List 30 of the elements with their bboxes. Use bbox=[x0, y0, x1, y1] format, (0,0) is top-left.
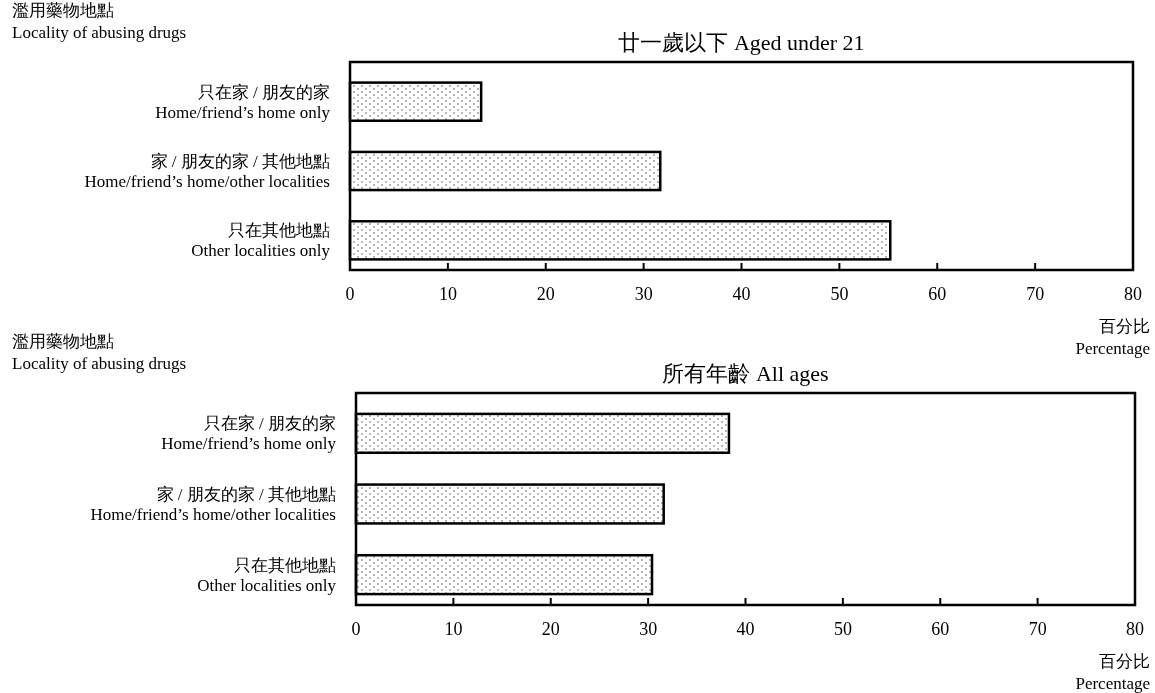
y-axis-title: 濫用藥物地點 Locality of abusing drugs bbox=[12, 332, 187, 373]
y-tick-label: 只在其他地點 Other localities only bbox=[191, 221, 331, 261]
x-tick-label: 10 bbox=[444, 619, 463, 639]
x-tick-label: 80 bbox=[1126, 619, 1144, 639]
y-tick-label: 只在其他地點 Other localities only bbox=[197, 555, 337, 595]
x-tick-label: 30 bbox=[634, 284, 653, 304]
x-tick-label: 60 bbox=[928, 284, 947, 304]
x-tick-label: 40 bbox=[736, 619, 755, 639]
x-tick-label: 40 bbox=[732, 284, 751, 304]
x-tick-label: 20 bbox=[541, 619, 560, 639]
chart-title: 廿一歲以下 Aged under 21 bbox=[618, 30, 865, 55]
x-tick-label: 0 bbox=[351, 619, 361, 639]
y-tick-label: 家 / 朋友的家 / 其他地點 Home/friend’s home/other localities bbox=[90, 485, 336, 524]
y-axis-title: 濫用藥物地點 Locality of abusing drugs bbox=[12, 1, 187, 42]
x-tick-label: 20 bbox=[536, 284, 555, 304]
y-tick-label: 只在家 / 朋友的家 Home/friend’s home only bbox=[155, 82, 331, 122]
x-tick-label: 80 bbox=[1124, 284, 1142, 304]
y-tick-label: 家 / 朋友的家 / 其他地點 Home/friend’s home/other localities bbox=[84, 152, 330, 191]
x-tick-label: 70 bbox=[1026, 284, 1045, 304]
x-tick-label: 50 bbox=[833, 619, 852, 639]
x-tick-label: 30 bbox=[639, 619, 658, 639]
x-tick-label: 10 bbox=[438, 284, 457, 304]
x-tick-label: 70 bbox=[1028, 619, 1047, 639]
chart-title: 所有年齡 All ages bbox=[662, 361, 829, 386]
x-tick-label: 0 bbox=[345, 284, 355, 304]
y-tick-label: 只在家 / 朋友的家 Home/friend’s home only bbox=[161, 414, 337, 454]
x-axis-title: 百分比 Percentage bbox=[1075, 317, 1150, 358]
x-axis-title: 百分比 Percentage bbox=[1075, 652, 1150, 693]
x-tick-label: 60 bbox=[931, 619, 950, 639]
x-tick-label: 50 bbox=[830, 284, 849, 304]
